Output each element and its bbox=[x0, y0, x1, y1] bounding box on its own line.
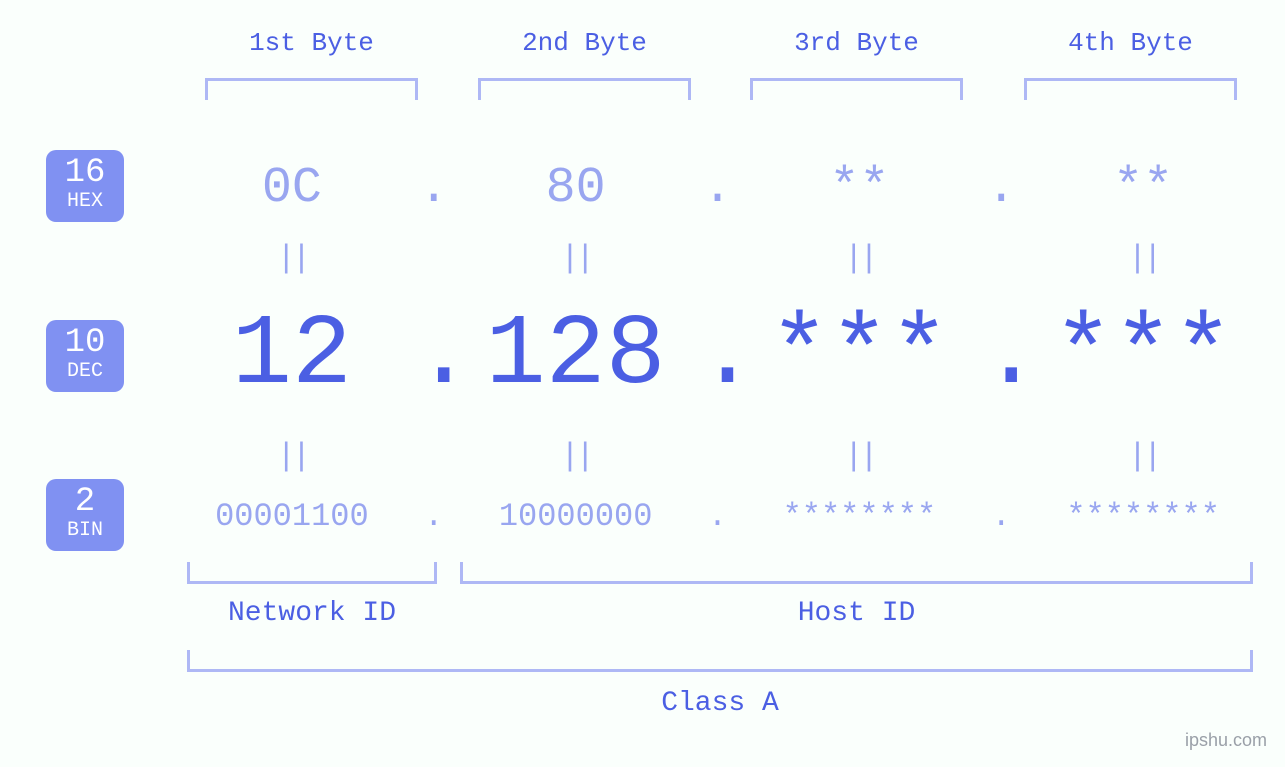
base-lbl-bin: BIN bbox=[46, 521, 124, 541]
byte-header-4: 4th Byte bbox=[1024, 28, 1237, 58]
label-host-id: Host ID bbox=[460, 598, 1253, 629]
base-num-dec: 10 bbox=[46, 326, 124, 360]
eq-1-1: || bbox=[170, 240, 414, 277]
dec-byte-3: *** bbox=[738, 300, 982, 413]
dec-dot-3: . bbox=[981, 300, 1021, 413]
bin-byte-4: ******** bbox=[1021, 498, 1265, 535]
row-hex: 0C . 80 . ** . ** bbox=[170, 160, 1265, 217]
bracket-host-id bbox=[460, 562, 1253, 584]
row-eq-1: || || || || bbox=[170, 240, 1265, 277]
hex-byte-4: ** bbox=[1021, 160, 1265, 217]
byte-header-3: 3rd Byte bbox=[750, 28, 963, 58]
byte-header-1: 1st Byte bbox=[205, 28, 418, 58]
bin-dot-3: . bbox=[981, 498, 1021, 535]
watermark: ipshu.com bbox=[1185, 730, 1267, 751]
eq-1-3: || bbox=[738, 240, 982, 277]
eq-1-2: || bbox=[454, 240, 698, 277]
bracket-network-id bbox=[187, 562, 437, 584]
dec-byte-4: *** bbox=[1021, 300, 1265, 413]
byte-bracket-2 bbox=[478, 78, 691, 100]
row-dec: 12 . 128 . *** . *** bbox=[170, 300, 1265, 413]
bin-dot-1: . bbox=[414, 498, 454, 535]
base-num-hex: 16 bbox=[46, 156, 124, 190]
dec-dot-1: . bbox=[414, 300, 454, 413]
row-bin: 00001100 . 10000000 . ******** . *******… bbox=[170, 498, 1265, 535]
dec-dot-2: . bbox=[698, 300, 738, 413]
byte-bracket-4 bbox=[1024, 78, 1237, 100]
byte-bracket-1 bbox=[205, 78, 418, 100]
hex-dot-2: . bbox=[698, 160, 738, 217]
label-class: Class A bbox=[187, 688, 1253, 719]
bracket-class bbox=[187, 650, 1253, 672]
bin-dot-2: . bbox=[698, 498, 738, 535]
base-badge-bin: 2 BIN bbox=[46, 479, 124, 551]
hex-dot-3: . bbox=[981, 160, 1021, 217]
byte-bracket-3 bbox=[750, 78, 963, 100]
base-lbl-dec: DEC bbox=[46, 362, 124, 382]
dec-byte-1: 12 bbox=[170, 300, 414, 413]
label-network-id: Network ID bbox=[187, 598, 437, 629]
base-badge-dec: 10 DEC bbox=[46, 320, 124, 392]
eq-2-2: || bbox=[454, 438, 698, 475]
bin-byte-1: 00001100 bbox=[170, 498, 414, 535]
eq-2-1: || bbox=[170, 438, 414, 475]
bin-byte-2: 10000000 bbox=[454, 498, 698, 535]
dec-byte-2: 128 bbox=[454, 300, 698, 413]
hex-byte-1: 0C bbox=[170, 160, 414, 217]
hex-byte-3: ** bbox=[738, 160, 982, 217]
hex-dot-1: . bbox=[414, 160, 454, 217]
eq-1-4: || bbox=[1021, 240, 1265, 277]
base-lbl-hex: HEX bbox=[46, 192, 124, 212]
hex-byte-2: 80 bbox=[454, 160, 698, 217]
base-badge-hex: 16 HEX bbox=[46, 150, 124, 222]
bin-byte-3: ******** bbox=[738, 498, 982, 535]
eq-2-4: || bbox=[1021, 438, 1265, 475]
row-eq-2: || || || || bbox=[170, 438, 1265, 475]
eq-2-3: || bbox=[738, 438, 982, 475]
base-num-bin: 2 bbox=[46, 485, 124, 519]
byte-header-2: 2nd Byte bbox=[478, 28, 691, 58]
